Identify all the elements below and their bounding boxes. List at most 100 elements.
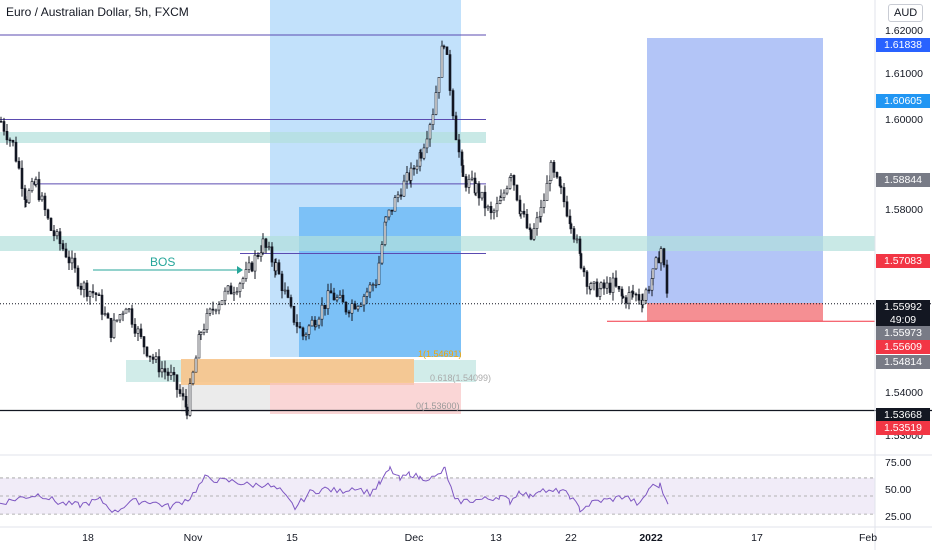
candle-body [175,374,179,390]
candle-body [247,262,251,270]
candle-body [166,371,170,376]
candle-body [61,243,65,250]
candle-body [235,291,239,294]
candle-body [512,175,516,186]
candle-body [232,292,236,295]
candle-body [525,213,529,229]
candle-body [359,304,363,307]
currency-button[interactable]: AUD [888,4,924,22]
candle-body [314,324,318,327]
candle-body [549,161,553,181]
candle-body [55,231,59,237]
candle-body [151,356,155,360]
time-tick: Nov [183,532,203,544]
candle-body [480,191,484,199]
candle-body [347,311,351,314]
candle-body [172,371,176,376]
candle-body [415,165,419,170]
candle-body [118,314,122,321]
candle-body [307,325,311,335]
price-series [0,40,669,420]
candle-body [91,291,95,294]
candle-body [592,281,596,284]
candle-body [241,278,245,285]
rsi-tick: 50.00 [885,484,912,496]
candle-body [5,131,9,141]
candle-body [280,273,284,292]
candle-body [169,371,173,376]
candle-body [197,334,201,359]
fib-label-1: 1(1.54691) [418,349,462,359]
candle-body [148,355,152,358]
candle-body [631,291,635,295]
rsi-tick: 75.00 [885,457,912,469]
candle-body [448,54,452,91]
candle-body [509,175,513,178]
candle-body [264,238,268,248]
rsi-line [0,465,669,513]
candle-body [259,252,263,257]
fib-zone-pink [270,383,461,414]
candle-body [157,356,161,373]
candle-body [142,336,146,348]
candle-body [220,300,224,305]
candle-body [49,217,53,231]
candle-body [617,285,621,290]
candle-body [103,313,107,315]
price-tick: 1.61000 [885,68,923,80]
candle-body [393,197,397,212]
candle-body [467,179,471,188]
candle-body [654,257,658,270]
candle-body [214,309,218,312]
candle-body [651,268,655,279]
candle-body [52,230,56,237]
fib-label-0618: 0.618(1.54099) [430,373,491,383]
price-label: 1.58844 [876,173,930,187]
candle-body [356,306,360,310]
candle-body [477,183,481,199]
candle-body [572,228,576,240]
candle-body [145,346,149,357]
candle-body [261,238,265,254]
candle-body [191,371,195,384]
candle-body [405,172,409,182]
candle-body [470,177,474,180]
candle-body [387,209,391,218]
candle-body [585,271,589,287]
candle-body [323,304,327,309]
price-label: 1.57083 [876,254,930,268]
candle-body [589,283,593,290]
candle-body [194,357,198,373]
price-tick: 1.60000 [885,114,923,126]
chart-title: Euro / Australian Dollar, 5h, FXCM [6,5,189,19]
candle-body [377,262,381,285]
candle-body [434,92,438,115]
candle-body [575,238,579,241]
candle-body [578,238,582,254]
time-tick: 15 [286,532,298,544]
candle-body [492,210,496,214]
bos-label: BOS [150,255,175,269]
candle-body [30,181,34,192]
fib-label-0: 0(1.53600) [416,401,460,411]
candle-body [136,328,140,334]
rsi-tick: 25.00 [885,511,912,523]
price-label: 1.55609 [876,340,930,354]
candle-body [34,179,38,185]
candle-body [474,183,478,194]
time-tick: 17 [751,532,763,544]
long-target-zone [647,38,823,303]
candle-body [662,248,666,266]
candle-body [70,257,74,264]
candle-body [109,317,113,338]
price-label: 1.61838 [876,38,930,52]
candle-body [178,389,182,394]
candle-body [535,217,539,229]
price-label: 49:09 [876,313,930,327]
candle-body [250,262,254,272]
candle-body [185,406,189,416]
candle-body [8,139,12,142]
price-label: 1.60605 [876,94,930,108]
candle-body [2,121,6,132]
